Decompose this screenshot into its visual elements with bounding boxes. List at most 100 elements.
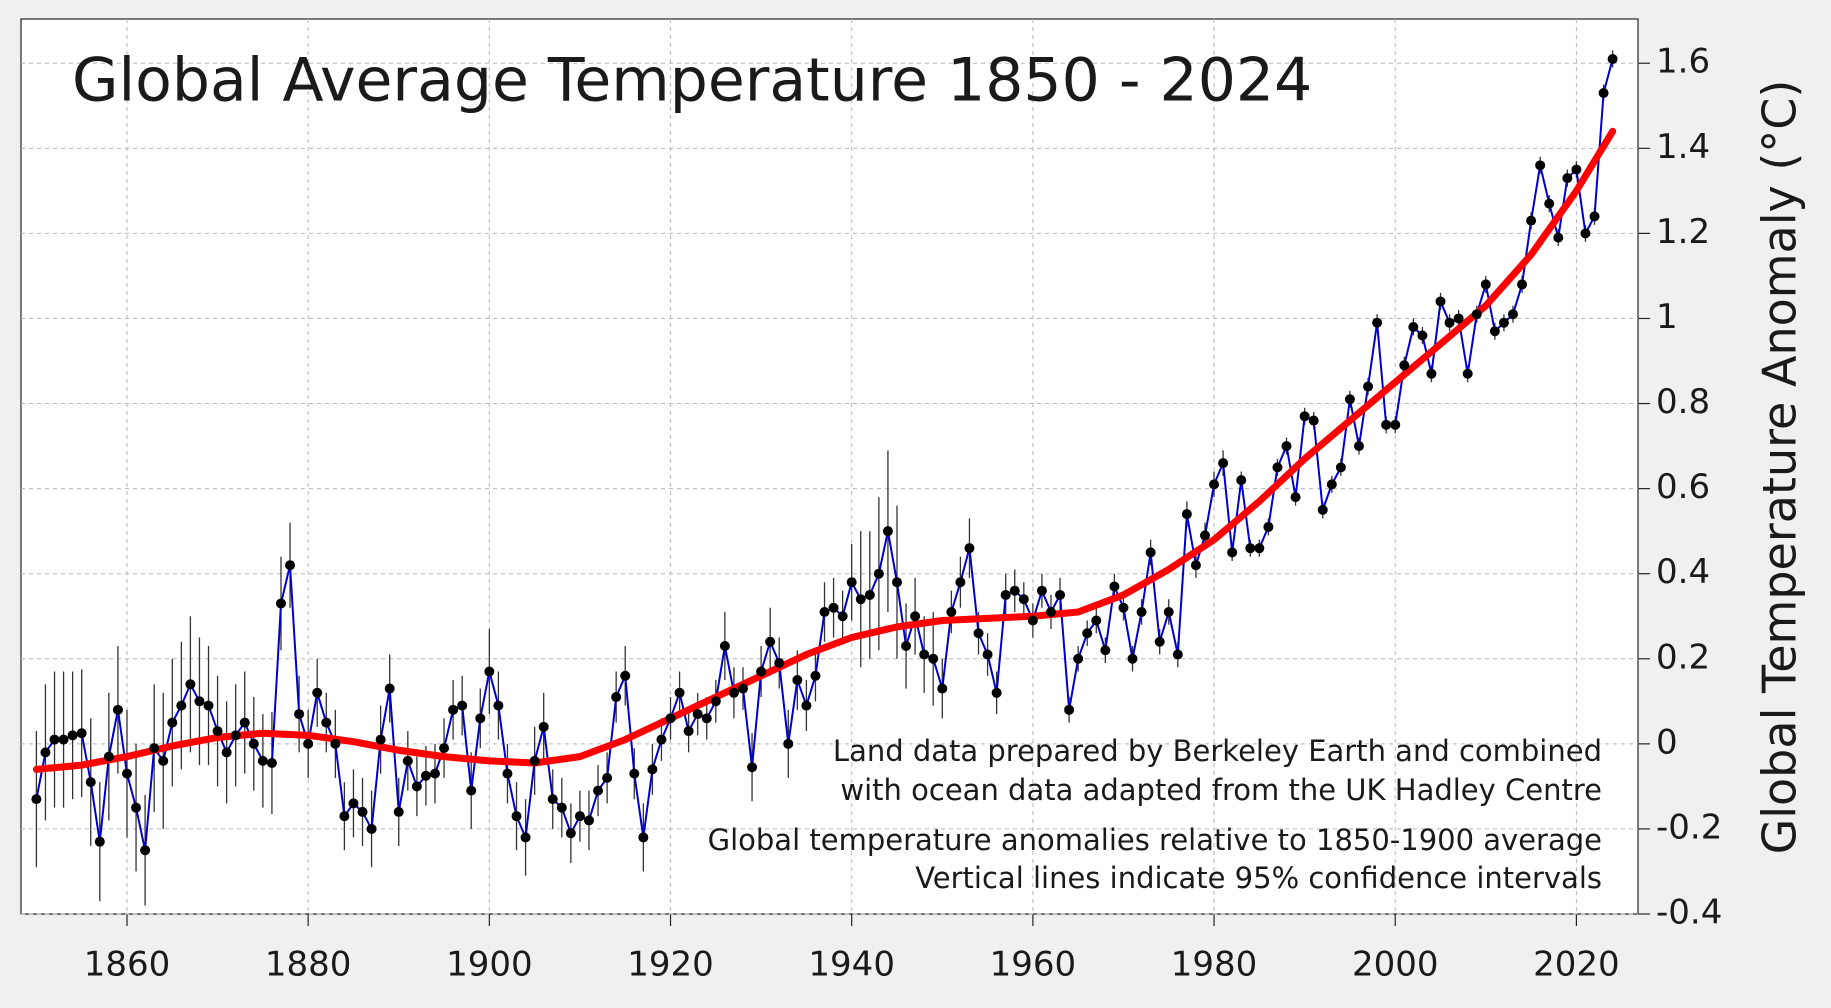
x-tick-label: 2020 [1533,945,1620,985]
y-tick-label: -0.2 [1656,807,1722,847]
data-point [955,577,966,588]
data-point [275,598,286,609]
data-point [1363,381,1374,392]
x-tick-label: 1860 [84,945,171,985]
data-point [783,738,794,749]
data-point [1471,309,1482,320]
data-point [321,717,332,728]
y-tick-label: 1.6 [1656,42,1710,82]
data-point [1607,53,1618,64]
data-point [719,641,730,652]
data-point [303,738,314,749]
data-point [1154,636,1165,647]
data-point [1489,326,1500,337]
data-point [747,762,758,773]
data-point [647,764,658,775]
data-point [466,785,477,796]
data-point [520,832,531,843]
data-point [602,772,613,783]
data-point [1344,394,1355,405]
data-point [1290,492,1301,503]
data-point [1526,215,1537,226]
data-point [221,747,232,758]
data-point [49,734,60,745]
y-tick-label: 1 [1656,297,1678,337]
data-point [556,802,567,813]
data-point [583,815,594,826]
data-point [593,785,604,796]
trend-line [32,127,1617,773]
data-point [574,811,585,822]
data-point [1408,321,1419,332]
data-point [76,728,87,739]
data-point [1227,547,1238,558]
data-point [946,606,957,617]
data-point [638,832,649,843]
data-point [1598,88,1609,99]
data-point [1036,585,1047,596]
data-point [1136,606,1147,617]
data-point [167,717,178,728]
data-point [266,757,277,768]
data-point [710,696,721,707]
data-point [819,606,830,617]
data-point [683,726,694,737]
x-tick-label: 1940 [808,945,895,985]
data-point [1181,509,1192,520]
data-point [1399,360,1410,371]
data-point [149,743,160,754]
data-point [837,611,848,622]
data-point [1335,462,1346,473]
data-point [620,670,631,681]
data-point [1507,309,1518,320]
data-point [1245,543,1256,554]
annotation: Land data prepared by Berkeley Earth and… [833,734,1602,768]
data-point [176,700,187,711]
data-point [1073,653,1084,664]
data-point [1100,645,1111,656]
data-point [855,594,866,605]
data-point [1127,653,1138,664]
data-point [493,700,504,711]
data-point [846,577,857,588]
data-point [910,611,921,622]
data-point [1190,560,1201,571]
data-point [1172,649,1183,660]
data-point [1272,462,1283,473]
x-tick-label: 1980 [1171,945,1258,985]
data-point [1435,296,1446,307]
data-point [1145,547,1156,558]
data-point [239,717,250,728]
data-point [928,653,939,664]
data-point [158,755,169,766]
data-point [121,768,132,779]
data-point [991,687,1002,698]
data-point [40,747,51,758]
data-point [1254,543,1265,554]
y-tick-label: 0.4 [1656,552,1710,592]
data-point [339,811,350,822]
data-point [873,568,884,579]
data-point [1562,173,1573,184]
data-point [484,666,495,677]
data-point [1009,585,1020,596]
data-point [1308,415,1319,426]
data-point [1064,704,1075,715]
data-point [1082,628,1093,639]
data-point [1118,602,1129,613]
data-point [194,696,205,707]
data-point [475,713,486,724]
data-point [248,738,259,749]
data-point [529,755,540,766]
data-point [439,743,450,754]
data-point [1589,211,1600,222]
data-point [230,730,241,741]
data-point [982,649,993,660]
data-point [1553,232,1564,243]
data-point [1498,317,1509,328]
data-point [1326,479,1337,490]
annotation: with ocean data adapted from the UK Hadl… [840,773,1602,807]
annotation: Vertical lines indicate 95% confidence i… [915,861,1602,895]
data-point [511,811,522,822]
